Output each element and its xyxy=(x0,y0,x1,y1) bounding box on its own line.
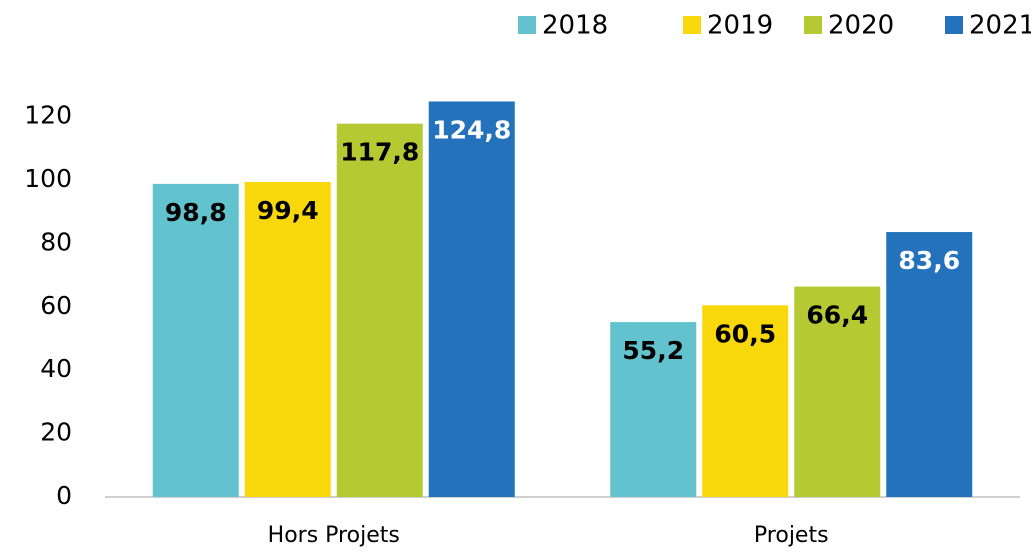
bar xyxy=(152,183,239,497)
value-label: 117,8 xyxy=(340,138,419,167)
legend-swatch xyxy=(518,16,536,34)
y-tick-label: 100 xyxy=(24,164,72,193)
value-label: 66,4 xyxy=(806,301,868,330)
bar xyxy=(794,286,881,497)
legend-label: 2019 xyxy=(707,11,773,41)
value-label: 124,8 xyxy=(432,115,511,144)
bar xyxy=(886,232,973,497)
legend-label: 2021 xyxy=(969,11,1031,41)
legend-swatch xyxy=(945,16,963,34)
x-tick-label: Projets xyxy=(754,523,829,548)
value-label: 99,4 xyxy=(257,196,319,225)
y-tick-label: 120 xyxy=(24,101,72,130)
bar xyxy=(244,181,331,497)
legend-swatch xyxy=(683,16,701,34)
legend-label: 2020 xyxy=(828,11,894,41)
legend-swatch xyxy=(804,16,822,34)
bar xyxy=(336,123,423,497)
value-label: 83,6 xyxy=(898,246,960,275)
legend-label: 2018 xyxy=(542,11,608,41)
bar xyxy=(702,305,789,497)
value-label: 98,8 xyxy=(165,198,227,227)
value-label: 55,2 xyxy=(622,336,684,365)
y-tick-label: 80 xyxy=(40,227,72,256)
y-tick-label: 20 xyxy=(40,418,72,447)
x-tick-label: Hors Projets xyxy=(268,523,400,548)
y-tick-label: 0 xyxy=(56,481,72,510)
bar xyxy=(610,322,697,497)
y-tick-label: 60 xyxy=(40,291,72,320)
value-label: 60,5 xyxy=(714,319,776,348)
y-tick-label: 40 xyxy=(40,354,72,383)
bar xyxy=(428,101,515,497)
